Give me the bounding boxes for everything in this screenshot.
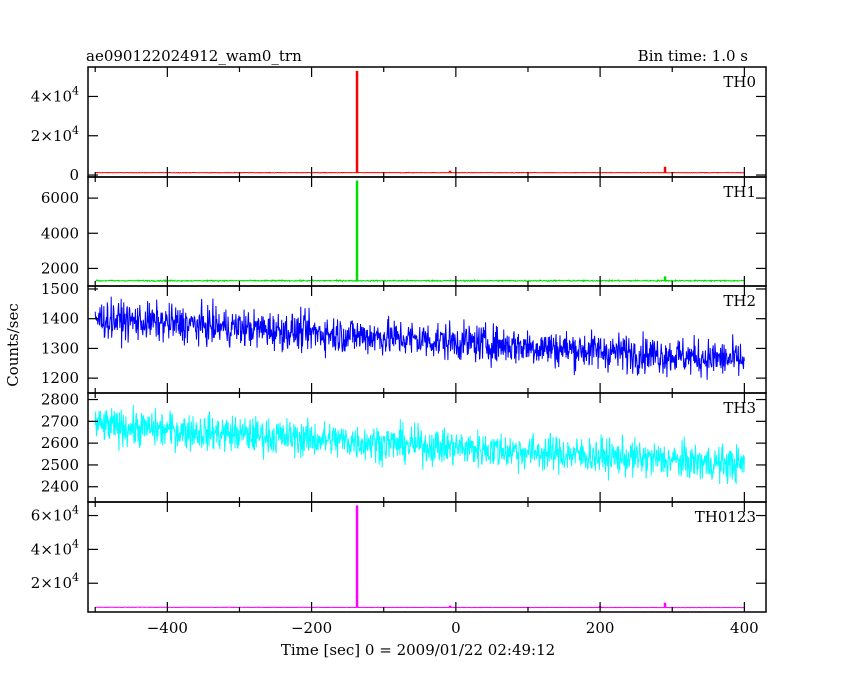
x-tick-label: 400 (730, 619, 759, 637)
y-tick-label: 2×104 (31, 124, 79, 145)
bin-time-label: Bin time: 1.0 s (638, 47, 748, 65)
panel-label-th3: TH3 (723, 399, 756, 417)
series-line-th3 (94, 405, 745, 485)
panel-th0: 0 2×104 4×104 TH0 (31, 66, 767, 184)
y-tick-label: 6×104 (31, 504, 79, 525)
panel-th0123: 2×104 4×104 6×104 TH0123 (31, 501, 767, 613)
y-tick-label: 6000 (41, 189, 79, 207)
y-tick-label: 2600 (41, 434, 79, 452)
y-tick-label: 4×104 (31, 84, 79, 105)
y-tick-label: 1400 (41, 310, 79, 328)
panel-th1: 2000 4000 6000 TH1 (41, 176, 767, 287)
series-line-th0 (95, 171, 745, 174)
series-line-th2 (94, 296, 745, 380)
y-tick-label: 2800 (41, 391, 79, 409)
y-tick-label: 2×104 (31, 571, 79, 592)
x-tick-label: 0 (451, 619, 461, 637)
x-axis-label: Time [sec] 0 = 2009/01/22 02:49:12 (281, 641, 555, 659)
y-tick-label: 2700 (41, 412, 79, 430)
y-tick-label: 0 (69, 166, 79, 184)
y-tick-label: 1200 (41, 369, 79, 387)
y-axis-label: Counts/sec (4, 303, 22, 387)
x-tick-label: −200 (291, 619, 332, 637)
panel-th2: 1200 1300 1400 1500 TH2 (41, 280, 767, 394)
series-line-th0123 (95, 606, 745, 609)
panel-label-th0123: TH0123 (695, 508, 756, 526)
panel-frame-th1 (87, 176, 767, 287)
panel-frame-th0 (87, 66, 767, 178)
y-tick-label: 2500 (41, 456, 79, 474)
y-tick-label: 4×104 (31, 537, 79, 558)
y-tick-label: 2400 (41, 478, 79, 496)
panel-th3: 2400 2500 2600 2700 2800 TH3 (41, 391, 767, 503)
y-tick-label: 4000 (41, 224, 79, 242)
x-tick-label: 200 (586, 619, 615, 637)
y-tick-label: 1300 (41, 339, 79, 357)
y-tick-label: 1500 (41, 280, 79, 298)
series-line-th1 (95, 278, 745, 283)
panel-label-th0: TH0 (723, 73, 756, 91)
chart-title: ae090122024912_wam0_trn (86, 47, 302, 65)
panel-label-th2: TH2 (723, 292, 756, 310)
y-tick-label: 2000 (41, 259, 79, 277)
panel-frame-th0123 (87, 501, 767, 613)
x-tick-label: −400 (147, 619, 188, 637)
panel-label-th1: TH1 (723, 183, 756, 201)
